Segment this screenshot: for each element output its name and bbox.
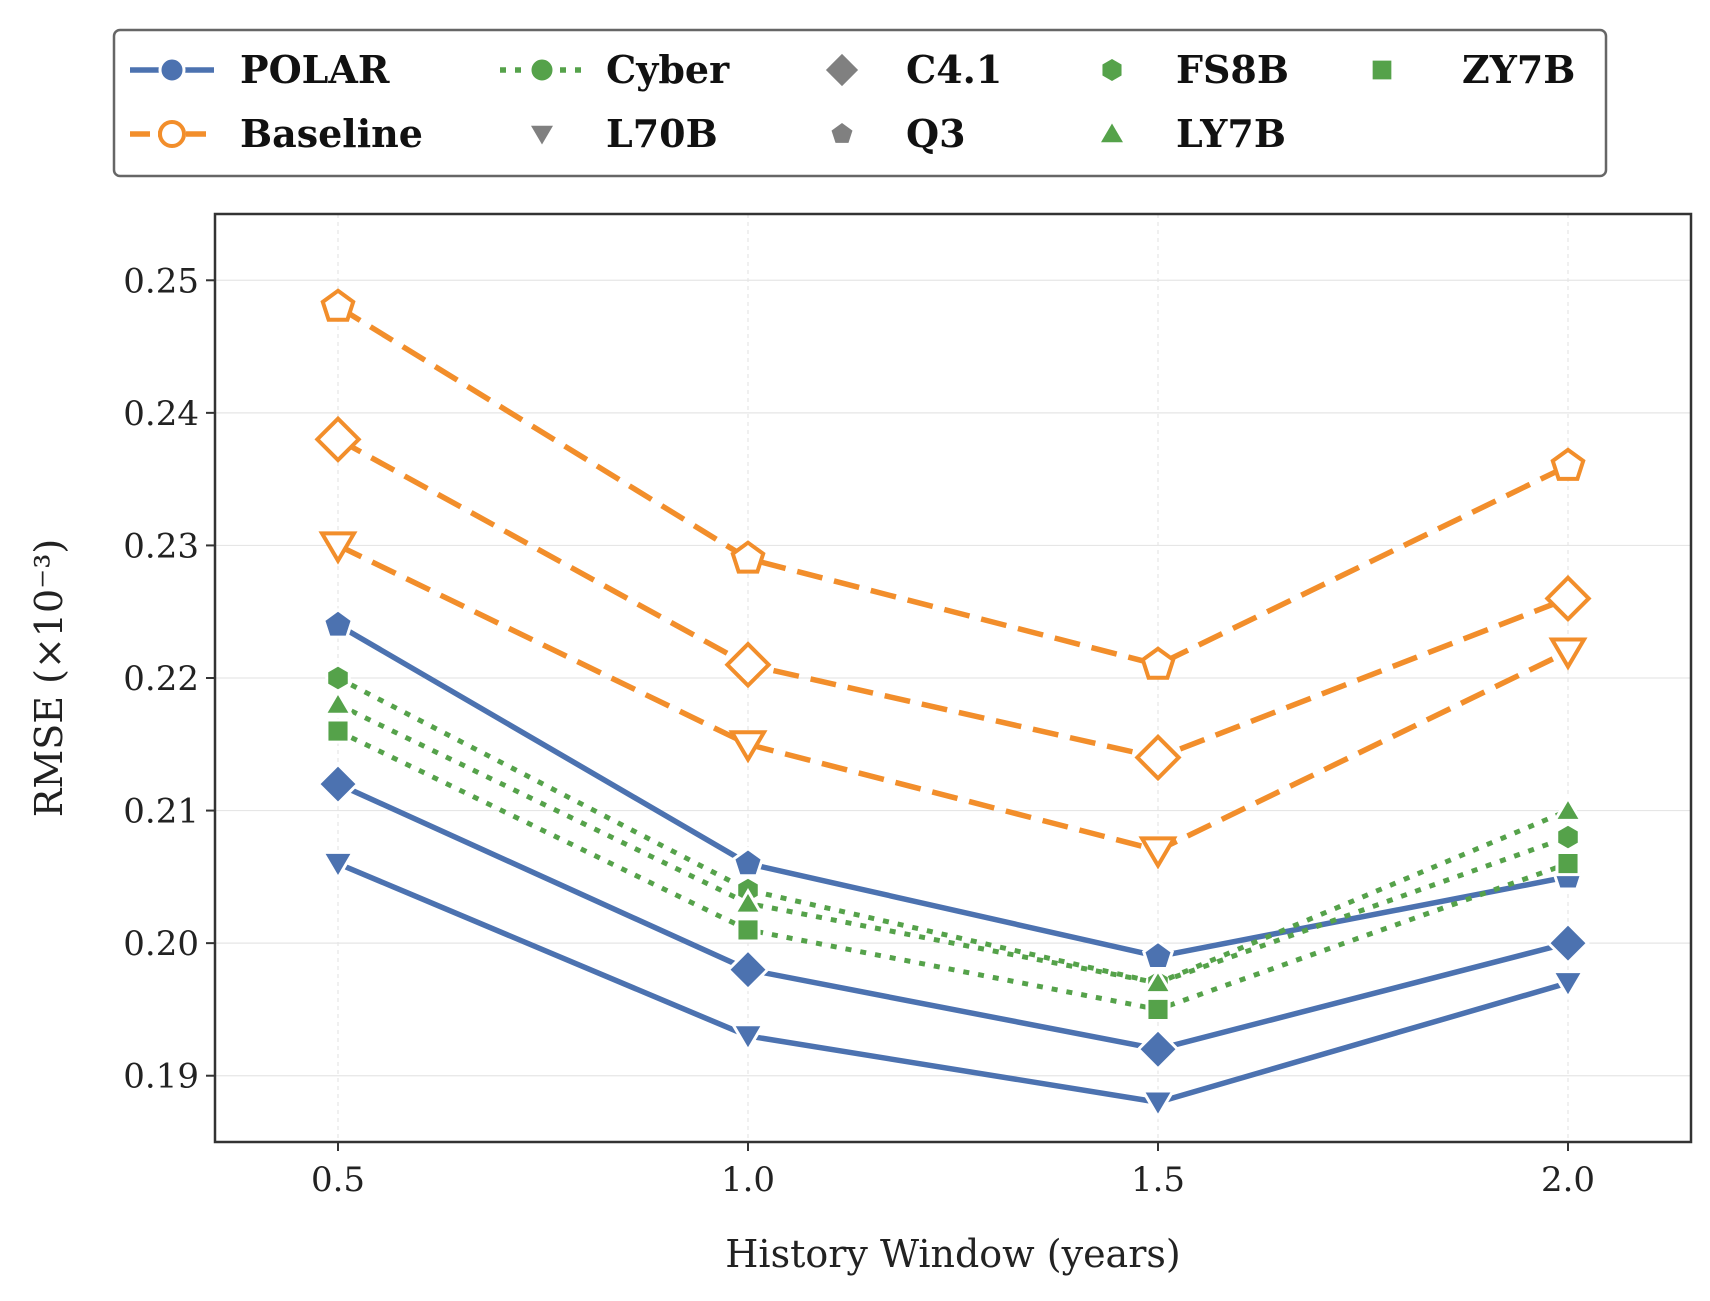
legend-label: Q3: [906, 111, 966, 156]
legend-item-ly7b: LY7B: [1101, 111, 1286, 156]
data-point-pentagon: [1550, 447, 1586, 481]
legend-label: Baseline: [240, 111, 423, 156]
data-point-pentagon: [320, 288, 356, 322]
series-group: [314, 288, 1592, 1120]
series-line: [336, 675, 1569, 986]
legend-item-c41: C4.1: [825, 47, 1002, 92]
axis-ticks: 0.19 0.20 0.21 0.22 0.23 0.24 0.25 0.5 1.0 1.5 2.0: [123, 261, 1595, 1200]
legend-item-fs8b: FS8B: [1102, 47, 1289, 92]
series-line: [336, 861, 1569, 1105]
series-line: [336, 622, 1569, 960]
series-baseline-c41: [314, 415, 1592, 782]
legend-label: FS8B: [1176, 47, 1289, 92]
legend-marker: [1102, 59, 1122, 81]
data-point-pentagon: [730, 540, 766, 574]
legend: POLAR Baseline Cyber L70B C4.1 Q3 FS8B LY7B ZY7B: [112, 28, 1608, 178]
data-point-diamond: [1546, 921, 1590, 965]
y-tick-label: 0.23: [123, 526, 199, 566]
legend-marker: [158, 56, 186, 84]
legend-label: L70B: [606, 111, 718, 156]
series-baseline-l70b: [318, 531, 1588, 870]
series-polar-c41: [316, 762, 1590, 1071]
data-point-diamond: [1136, 1027, 1180, 1071]
y-tick-label: 0.20: [123, 924, 199, 964]
data-point-square: [1555, 851, 1581, 877]
data-point-diamond: [316, 762, 360, 806]
data-point-triangle-down: [1550, 970, 1586, 1001]
data-point-triangle-down: [320, 850, 356, 881]
data-point-triangle-down: [318, 531, 358, 565]
data-point-triangle-up: [322, 689, 354, 716]
series-line: [336, 304, 1570, 668]
series-baseline-q3: [320, 288, 1586, 680]
data-point-triangle-down: [1548, 637, 1588, 671]
legend-label: LY7B: [1176, 111, 1286, 156]
x-tick-label: 0.5: [311, 1160, 365, 1200]
legend-marker: [825, 53, 859, 87]
legend-label: POLAR: [240, 47, 390, 92]
legend-item-l70b: L70B: [531, 111, 718, 156]
data-point-pentagon: [1141, 939, 1175, 971]
legend-marker: [158, 120, 186, 148]
y-tick-label: 0.22: [123, 659, 199, 699]
legend-marker: [1372, 60, 1392, 80]
x-tick-label: 2.0: [1541, 1160, 1595, 1200]
legend-items: POLAR Baseline Cyber L70B C4.1 Q3 FS8B LY7B ZY7B: [130, 47, 1575, 156]
data-point-diamond: [314, 415, 362, 463]
data-point-diamond: [1134, 734, 1182, 782]
legend-marker: [531, 125, 553, 145]
data-point-diamond: [724, 641, 772, 689]
legend-label: Cyber: [606, 47, 730, 92]
legend-item-polar: POLAR: [130, 47, 390, 92]
data-point-hexagon: [325, 663, 351, 693]
data-point-square: [325, 718, 351, 744]
x-tick-label: 1.5: [1131, 1160, 1185, 1200]
grid-lines: [215, 214, 1691, 1142]
y-tick-label: 0.19: [123, 1057, 199, 1097]
legend-label: ZY7B: [1462, 47, 1575, 92]
data-point-square: [735, 917, 761, 943]
legend-item-q3: Q3: [831, 111, 966, 156]
legend-item-baseline: Baseline: [130, 111, 423, 156]
series-polar-l70b: [320, 850, 1586, 1120]
series-line: [336, 781, 1569, 1052]
series-line: [336, 542, 1570, 854]
legend-marker: [528, 56, 556, 84]
x-axis-title: History Window (years): [725, 1232, 1180, 1276]
y-axis-title: RMSE (×10⁻³): [27, 539, 71, 818]
series-line: [336, 702, 1569, 986]
data-point-triangle-up: [732, 888, 764, 915]
data-point-pentagon: [1140, 646, 1176, 680]
legend-box: [112, 28, 1608, 178]
data-point-triangle-down: [730, 1023, 766, 1054]
data-point-triangle-down: [728, 730, 768, 764]
series-cyber-ly7b: [322, 689, 1584, 995]
legend-marker: [1101, 123, 1123, 143]
x-tick-label: 1.0: [721, 1160, 775, 1200]
data-point-hexagon: [1555, 822, 1581, 852]
series-line: [336, 436, 1569, 761]
data-point-triangle-up: [1552, 795, 1584, 822]
data-point-triangle-down: [1140, 1089, 1176, 1120]
legend-marker: [831, 123, 853, 143]
legend-label: C4.1: [906, 47, 1002, 92]
data-point-triangle-down: [1138, 836, 1178, 870]
data-point-triangle-up: [1142, 967, 1174, 995]
data-point-diamond: [1544, 574, 1592, 622]
series-cyber-fs8b: [325, 663, 1581, 998]
series-line: [336, 728, 1569, 1012]
data-point-square: [1145, 996, 1171, 1022]
y-tick-label: 0.25: [123, 261, 199, 301]
data-point-pentagon: [321, 608, 355, 639]
series-cyber-zy7b: [325, 718, 1581, 1022]
data-point-pentagon: [731, 846, 765, 878]
data-point-diamond: [726, 947, 770, 992]
y-tick-label: 0.21: [123, 792, 199, 832]
legend-item-cyber: Cyber: [500, 47, 730, 92]
y-tick-label: 0.24: [123, 394, 199, 434]
legend-item-zy7b: ZY7B: [1372, 47, 1575, 92]
